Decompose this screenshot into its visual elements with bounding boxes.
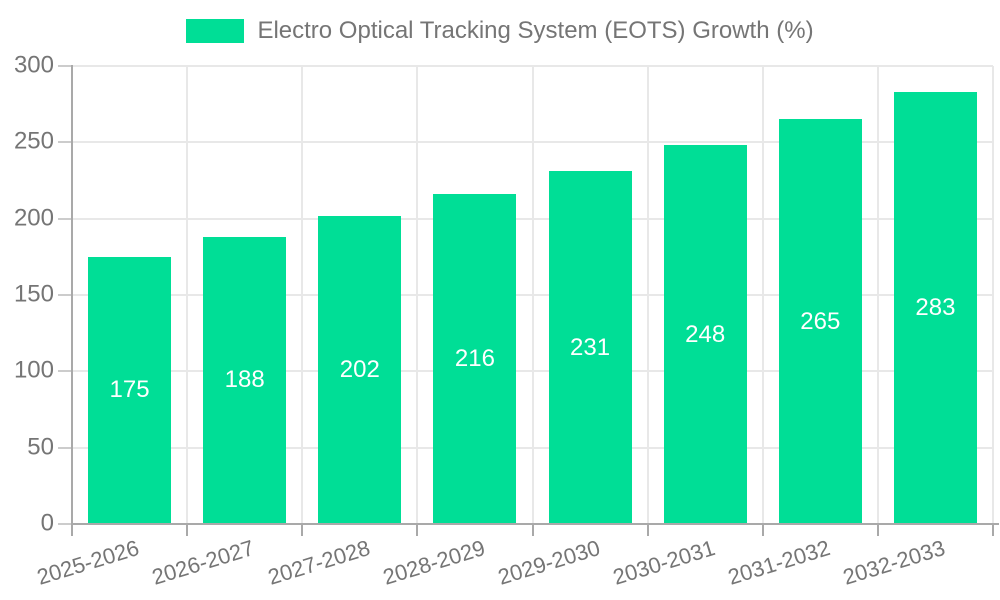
legend[interactable]: Electro Optical Tracking System (EOTS) G… bbox=[0, 17, 1000, 45]
bar-value-label: 188 bbox=[224, 366, 265, 394]
x-axis-tick bbox=[646, 525, 649, 536]
y-axis-tick bbox=[58, 523, 71, 525]
x-tick-label: 2031-2032 bbox=[725, 535, 834, 590]
bar-value-label: 248 bbox=[685, 320, 726, 348]
bar-2032-2033[interactable]: 283 bbox=[893, 91, 977, 524]
y-axis-line bbox=[71, 65, 73, 526]
y-axis-tick bbox=[58, 446, 71, 449]
x-gridline bbox=[992, 66, 994, 524]
bar-value-label: 231 bbox=[570, 333, 611, 361]
y-axis-tick bbox=[58, 65, 71, 67]
bar-2027-2028[interactable]: 202 bbox=[318, 215, 402, 524]
x-gridline bbox=[416, 66, 419, 524]
x-axis-tick bbox=[531, 525, 534, 536]
bar-2026-2027[interactable]: 188 bbox=[203, 236, 287, 524]
bar-2029-2030[interactable]: 231 bbox=[548, 171, 632, 524]
y-axis-tick bbox=[58, 217, 71, 220]
bar-value-label: 265 bbox=[800, 307, 841, 335]
x-gridline bbox=[531, 66, 534, 524]
y-tick-label: 50 bbox=[27, 433, 54, 461]
x-tick-label: 2025-2026 bbox=[34, 535, 143, 590]
y-axis-tick bbox=[58, 370, 71, 373]
x-axis-tick bbox=[186, 525, 189, 536]
y-tick-label: 250 bbox=[13, 127, 54, 155]
plot-area: 175 188 202 216 231 248 265 283 bbox=[72, 65, 994, 524]
y-tick-label: 200 bbox=[13, 204, 54, 232]
bar-value-label: 202 bbox=[339, 355, 380, 383]
x-tick-label: 2028-2029 bbox=[379, 535, 488, 590]
legend-swatch bbox=[186, 19, 245, 43]
bar-2031-2032[interactable]: 265 bbox=[778, 119, 862, 524]
bar-value-label: 175 bbox=[109, 376, 150, 404]
y-tick-label: 300 bbox=[13, 51, 54, 79]
x-gridline bbox=[761, 66, 764, 524]
x-tick-label: 2027-2028 bbox=[264, 535, 373, 590]
x-gridline bbox=[876, 66, 879, 524]
x-tick-label: 2032-2033 bbox=[840, 535, 949, 590]
x-axis-tick bbox=[992, 525, 994, 536]
bar-2025-2026[interactable]: 175 bbox=[88, 256, 172, 524]
x-axis-tick bbox=[876, 525, 879, 536]
y-axis-tick bbox=[58, 294, 71, 296]
bar-2030-2031[interactable]: 248 bbox=[663, 145, 747, 524]
y-tick-label: 150 bbox=[13, 280, 54, 308]
x-axis-tick bbox=[301, 525, 304, 536]
x-axis-tick bbox=[761, 525, 764, 536]
x-axis-tick bbox=[71, 525, 73, 536]
x-gridline bbox=[301, 66, 304, 524]
x-axis-line bbox=[71, 523, 999, 525]
y-tick-label: 100 bbox=[13, 356, 54, 384]
y-axis-tick bbox=[58, 141, 71, 144]
x-axis-tick bbox=[416, 525, 419, 536]
y-tick-label: 0 bbox=[40, 509, 54, 537]
bar-value-label: 216 bbox=[454, 345, 495, 373]
bar-value-label: 283 bbox=[915, 293, 956, 321]
legend-label: Electro Optical Tracking System (EOTS) G… bbox=[257, 17, 814, 44]
bar-2028-2029[interactable]: 216 bbox=[433, 194, 517, 524]
x-gridline bbox=[186, 66, 189, 524]
x-gridline bbox=[646, 66, 649, 524]
x-tick-label: 2029-2030 bbox=[494, 535, 603, 590]
x-tick-label: 2030-2031 bbox=[609, 535, 718, 590]
x-tick-label: 2026-2027 bbox=[149, 535, 258, 590]
